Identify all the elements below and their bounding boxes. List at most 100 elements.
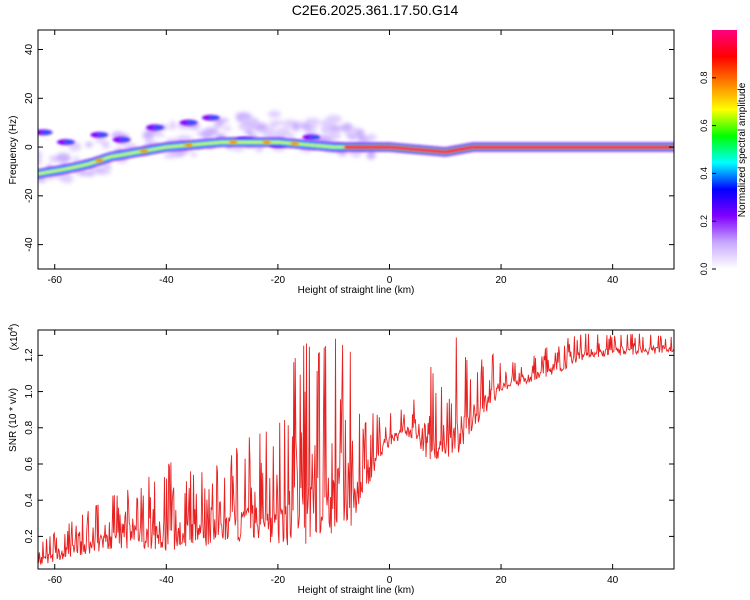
spectral-blob bbox=[176, 135, 193, 142]
x-tick-label: -40 bbox=[159, 275, 174, 286]
spectral-blob bbox=[237, 124, 253, 130]
spectral-blob bbox=[270, 120, 285, 126]
spectrogram-x-axis: -60 -40 -20 0 20 40 bbox=[48, 30, 619, 286]
spectral-blob bbox=[347, 128, 358, 136]
colorbar-label: Normalized spectral amplitude bbox=[737, 82, 748, 217]
spectral-blob bbox=[277, 127, 291, 136]
spectral-secondary bbox=[38, 114, 321, 148]
spectral-blob bbox=[301, 122, 312, 131]
spectral-blob bbox=[60, 175, 74, 184]
spectral-blob bbox=[288, 133, 295, 140]
secondary-core bbox=[97, 133, 108, 137]
ridge-peak-line bbox=[344, 146, 674, 153]
spectral-blob bbox=[235, 112, 252, 121]
y-tick-label: -40 bbox=[24, 237, 35, 252]
spectral-blob bbox=[163, 153, 179, 159]
colorbar-tick-label: 0.8 bbox=[699, 72, 709, 85]
y-tick-label: 1.2 bbox=[24, 348, 35, 362]
colorbar: 0.0 0.2 0.4 0.6 0.8 Normalized spectral ampl… bbox=[699, 30, 748, 275]
ridge-hot-core bbox=[95, 140, 674, 163]
ridge-hotspot bbox=[140, 149, 148, 153]
spectral-blob bbox=[38, 157, 42, 166]
snr-y-label: SNR (10 * v/v) bbox=[8, 388, 19, 452]
spectral-blob bbox=[231, 146, 245, 152]
x-tick-label: -40 bbox=[159, 575, 174, 586]
spectral-blob bbox=[223, 125, 232, 132]
spectral-blob bbox=[190, 152, 198, 157]
secondary-core bbox=[63, 140, 74, 144]
ridge-hotspot bbox=[95, 158, 104, 163]
y-tick-label: -20 bbox=[24, 188, 35, 203]
snr-x-axis: -60 -40 -20 0 20 40 bbox=[48, 330, 619, 586]
spectral-blob bbox=[328, 125, 344, 132]
spectral-blob bbox=[365, 133, 377, 141]
x-tick-label: 20 bbox=[495, 275, 507, 286]
snr-series-line bbox=[38, 333, 674, 565]
snr-y-multiplier: (x104) bbox=[8, 324, 20, 351]
spectral-blob bbox=[100, 163, 112, 173]
spectral-blob bbox=[304, 131, 319, 136]
spectral-blob bbox=[203, 127, 219, 136]
colorbar-ticks: 0.0 0.2 0.4 0.6 0.8 bbox=[699, 72, 716, 276]
x-tick-label: 0 bbox=[387, 575, 393, 586]
spectrogram-image bbox=[38, 110, 674, 184]
spectral-blob bbox=[46, 175, 54, 181]
snr-y-axis: 0.2 0.4 0.6 0.8 1.0 1.2 bbox=[24, 348, 674, 543]
ridge-hotspot bbox=[184, 143, 193, 147]
x-tick-label: -60 bbox=[48, 275, 63, 286]
y-tick-label: 0.2 bbox=[24, 529, 35, 543]
snr-multiplier-exponent: 4 bbox=[8, 327, 15, 331]
colorbar-tick-label: 0.0 bbox=[699, 263, 709, 276]
snr-x-label: Height of straight line (km) bbox=[298, 585, 415, 596]
colorbar-gradient bbox=[712, 30, 737, 269]
snr-frame bbox=[37, 329, 675, 570]
snr-multiplier-base: (x10 bbox=[9, 330, 20, 350]
spectrogram-frame bbox=[37, 29, 675, 270]
spectral-blob bbox=[85, 141, 93, 148]
spectral-blob bbox=[169, 120, 176, 131]
spectral-blob bbox=[38, 178, 47, 183]
ridge-hotspot bbox=[229, 140, 238, 144]
x-tick-label: 0 bbox=[387, 275, 393, 286]
x-tick-label: 40 bbox=[607, 575, 619, 586]
spectral-blob bbox=[265, 127, 275, 136]
y-tick-label: 0.8 bbox=[24, 420, 35, 434]
spectral-blob bbox=[55, 153, 71, 163]
secondary-core bbox=[208, 115, 219, 120]
spectrogram-y-axis: -40 -20 0 20 40 bbox=[24, 44, 674, 252]
x-tick-label: -20 bbox=[271, 275, 286, 286]
spectral-blob bbox=[94, 137, 107, 143]
y-tick-label: 0 bbox=[24, 144, 35, 150]
spectral-blob bbox=[80, 170, 87, 177]
y-tick-label: 40 bbox=[24, 44, 35, 56]
ridge-hotspot bbox=[290, 142, 299, 146]
snr-panel: -60 -40 -20 0 20 40 0.2 0.4 0.6 0.8 1.0 1.2 Height… bbox=[8, 324, 675, 596]
spectral-blob bbox=[366, 150, 376, 160]
x-tick-label: 20 bbox=[495, 575, 507, 586]
secondary-core bbox=[309, 135, 320, 140]
y-tick-label: 0.4 bbox=[24, 493, 35, 507]
spectral-blob bbox=[101, 140, 111, 149]
spectral-blob bbox=[154, 132, 165, 137]
snr-multiplier-suffix: ) bbox=[9, 324, 20, 327]
spectral-blob bbox=[268, 110, 281, 118]
colorbar-tick-label: 0.6 bbox=[699, 119, 709, 132]
spectrogram-y-label: Frequency (Hz) bbox=[8, 116, 19, 185]
x-tick-label: 40 bbox=[607, 275, 619, 286]
y-tick-label: 20 bbox=[24, 92, 35, 104]
x-tick-label: -20 bbox=[271, 575, 286, 586]
spectral-blob bbox=[84, 171, 95, 177]
secondary-core bbox=[153, 125, 164, 130]
colorbar-tick-label: 0.2 bbox=[699, 215, 709, 228]
secondary-core bbox=[119, 137, 130, 142]
spectral-blob bbox=[38, 150, 43, 159]
colorbar-tick-label: 0.4 bbox=[699, 167, 709, 180]
spectral-blob bbox=[253, 122, 269, 132]
y-tick-label: 1.0 bbox=[24, 384, 35, 398]
secondary-core bbox=[41, 130, 52, 135]
secondary-core bbox=[186, 120, 197, 125]
svg-text:(x104): (x104) bbox=[8, 324, 20, 351]
ridge-hotspot bbox=[262, 140, 271, 144]
